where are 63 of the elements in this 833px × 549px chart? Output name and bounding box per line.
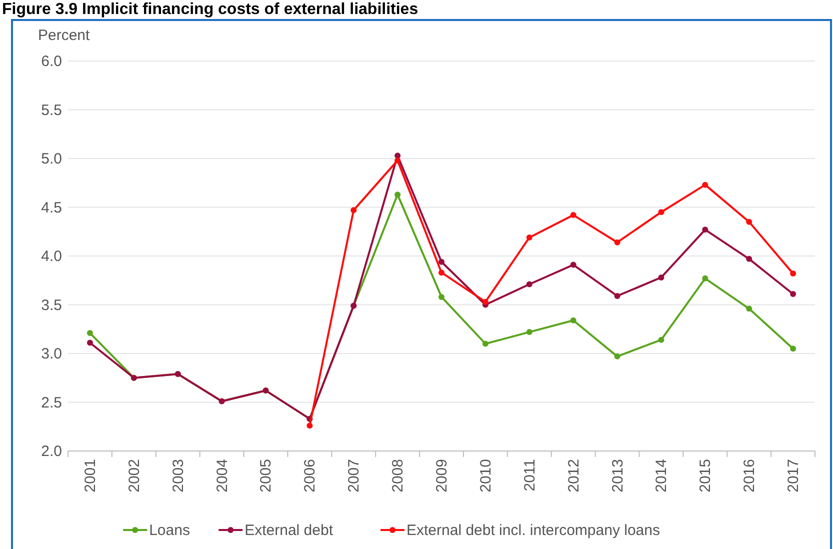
point — [658, 209, 664, 216]
x-tick-label: 2010 — [477, 459, 494, 492]
chart-title: Figure 3.9 Implicit financing costs of external liabilities — [2, 1, 418, 18]
x-tick-label: 2015 — [697, 459, 714, 492]
y-tick-label: 2.0 — [41, 443, 62, 460]
y-tick-label: 6.0 — [41, 53, 62, 70]
point — [702, 275, 708, 282]
x-tick-label: 2013 — [609, 459, 626, 492]
x-tick-label: 2014 — [653, 459, 670, 492]
legend-label: External debt — [244, 522, 334, 539]
point — [438, 294, 444, 300]
y-axis-title: Percent — [38, 27, 91, 44]
x-tick-label: 2004 — [214, 459, 231, 492]
x-tick-label: 2008 — [390, 459, 407, 492]
point — [394, 192, 401, 198]
x-tick-label: 2009 — [434, 459, 450, 492]
point — [86, 330, 93, 336]
point — [658, 274, 664, 280]
point — [658, 336, 664, 343]
point — [570, 212, 576, 218]
point — [306, 422, 313, 429]
x-tick-label: 2016 — [741, 459, 758, 492]
point — [790, 346, 796, 352]
point — [86, 340, 93, 346]
legend-label: Loans — [149, 522, 190, 539]
x-tick-label: 2001 — [82, 459, 99, 492]
legend-label: External debt incl. intercompany loans — [406, 522, 660, 539]
point — [526, 281, 532, 288]
point — [570, 262, 576, 268]
point — [790, 291, 796, 298]
point — [438, 258, 444, 265]
point — [394, 157, 401, 164]
point — [614, 292, 620, 299]
point — [746, 218, 752, 225]
point — [614, 353, 620, 360]
y-tick-label: 4.5 — [41, 199, 62, 216]
point — [570, 317, 576, 324]
y-tick-label: 4.0 — [41, 248, 62, 265]
point — [526, 329, 532, 336]
point — [702, 182, 708, 188]
x-tick-label: 2011 — [521, 459, 538, 492]
x-tick-label: 2002 — [126, 459, 143, 492]
point — [790, 270, 796, 277]
x-tick-label: 2003 — [170, 459, 187, 492]
point — [746, 256, 752, 262]
y-tick-label: 2.5 — [41, 394, 62, 412]
x-tick-label: 2006 — [302, 459, 319, 492]
y-tick-label: 5.5 — [41, 102, 62, 119]
point — [438, 270, 444, 276]
y-tick-label: 3.5 — [41, 296, 62, 314]
point — [702, 226, 708, 233]
y-tick-label: 5.0 — [41, 150, 62, 168]
point — [746, 306, 752, 312]
point — [614, 239, 620, 246]
y-tick-label: 3.0 — [41, 346, 62, 362]
x-tick-label: 2012 — [565, 459, 582, 492]
x-tick-label: 2005 — [258, 459, 275, 492]
point — [350, 207, 357, 214]
point — [482, 340, 488, 347]
point — [526, 234, 532, 240]
x-tick-label: 2017 — [785, 459, 802, 492]
x-tick-label: 2007 — [346, 459, 363, 492]
point — [482, 298, 488, 305]
